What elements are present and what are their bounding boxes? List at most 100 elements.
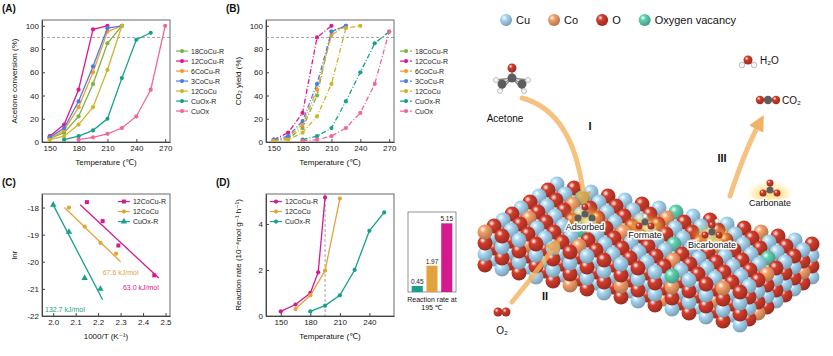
data-point	[149, 31, 153, 35]
tick: 80	[30, 45, 45, 54]
tick: -20	[27, 258, 45, 267]
legend-swatch-marker	[274, 209, 278, 213]
fit-line	[53, 205, 102, 300]
molecule-atom	[715, 219, 719, 223]
fit-line	[80, 205, 159, 278]
tick-label: 150	[275, 318, 289, 327]
series-line	[50, 26, 122, 139]
tick-label: 0	[35, 138, 40, 147]
data-label: 0.45	[411, 278, 424, 285]
step-label: III	[717, 152, 726, 164]
panel-letter: (D)	[216, 177, 230, 188]
step-label: I	[588, 120, 591, 132]
tick-label: 40	[254, 92, 263, 101]
legend-item: 12CoCu-R	[118, 198, 166, 205]
tick-label: 2.4	[138, 318, 150, 327]
legend-swatch-marker	[274, 219, 278, 223]
y-axis: 020406080100	[250, 21, 269, 148]
plot-area	[50, 200, 159, 300]
tick-mark	[266, 142, 269, 143]
tick-label: 2.2	[93, 318, 105, 327]
legend-item: 12CoCu-R	[270, 198, 318, 205]
data-point	[387, 30, 391, 34]
legend-item: CuOx-R	[270, 218, 310, 225]
data-point	[344, 99, 348, 103]
panel-letter: (B)	[226, 3, 240, 14]
series-line	[310, 212, 384, 311]
data-point	[149, 88, 153, 92]
inset-bar-chart: 0.451.975.15Reaction rate at195 ℃	[407, 212, 456, 311]
atom	[478, 225, 493, 240]
intermediate-label: Carbonate	[749, 198, 791, 208]
data-point	[76, 122, 80, 126]
data-point	[329, 134, 333, 138]
molecule	[575, 204, 596, 222]
tick-label: 210	[334, 318, 348, 327]
data-point	[323, 304, 327, 308]
annotation: 63.0 kJ/mol	[123, 284, 159, 291]
legend-swatch-marker	[180, 99, 184, 103]
y-axis-title: Acetone conversion (%)	[10, 38, 19, 123]
data-point	[367, 229, 371, 233]
tick: 150	[275, 313, 289, 327]
plot-area	[266, 24, 394, 142]
data-point	[300, 119, 304, 123]
tick: 4	[259, 220, 269, 229]
tick: 180	[304, 313, 318, 327]
legend-label: CuOx-R	[133, 218, 158, 225]
data-point	[76, 138, 80, 142]
data-point	[300, 139, 304, 142]
diagram-legend: CuCoOOxygen vacancy	[500, 14, 737, 26]
legend-item: 6CoCu-R	[400, 68, 444, 75]
molecule-atom	[575, 215, 582, 222]
data-point	[323, 269, 327, 273]
species-label: CO₂	[782, 95, 801, 106]
legend-label: 12CoCu	[191, 88, 217, 95]
plot-frame	[42, 194, 170, 316]
tick: 2.0	[48, 313, 60, 327]
atom	[682, 273, 697, 288]
legend-label: 18CoCu-R	[415, 48, 448, 55]
legend-swatch-marker	[121, 218, 127, 224]
legend-item: 3CoCu-R	[400, 78, 444, 85]
tick-mark	[266, 270, 269, 271]
plot-area	[412, 223, 453, 292]
inset-title: Reaction rate at195 ℃	[407, 296, 456, 311]
tick-label: -18	[27, 204, 39, 213]
molecule-atom	[702, 232, 709, 239]
data-point	[329, 126, 333, 130]
tick-mark	[266, 26, 269, 27]
atom	[597, 253, 612, 268]
data-point	[329, 82, 333, 86]
data-point	[373, 41, 377, 45]
tick-label: 270	[159, 144, 173, 153]
legend-label: 18CoCu-R	[191, 48, 224, 55]
tick-label: -21	[27, 285, 39, 294]
axis-line	[42, 195, 43, 317]
molecule-atom	[760, 190, 767, 197]
tick-label: 0	[259, 138, 264, 147]
legend: 18CoCu-R12CoCu-R6CoCu-R3CoCu-R12CoCuCuOx…	[400, 48, 448, 115]
arrow	[512, 244, 556, 302]
data-point	[373, 82, 377, 86]
tick-label: -19	[27, 231, 39, 240]
tick: 60	[30, 68, 45, 77]
x-axis-title: 1000/T (K⁻¹)	[84, 332, 129, 341]
data-point	[358, 24, 362, 28]
tick: 20	[254, 115, 269, 124]
tick-label: 210	[101, 144, 115, 153]
tick-label: -20	[27, 258, 39, 267]
molecule	[494, 64, 531, 94]
molecule-atom	[522, 89, 527, 94]
tick: -18	[27, 204, 45, 213]
tick-label: 270	[383, 144, 397, 153]
legend-item: 3CoCu-R	[176, 78, 220, 85]
molecule-atom	[636, 223, 643, 230]
legend-swatch-marker	[180, 109, 184, 113]
legend-item: 12CoCu	[400, 88, 441, 95]
data-point	[358, 70, 362, 74]
data-point	[50, 201, 56, 207]
data-point	[91, 135, 95, 139]
tick-mark	[107, 139, 108, 142]
tick-label: 40	[30, 92, 39, 101]
